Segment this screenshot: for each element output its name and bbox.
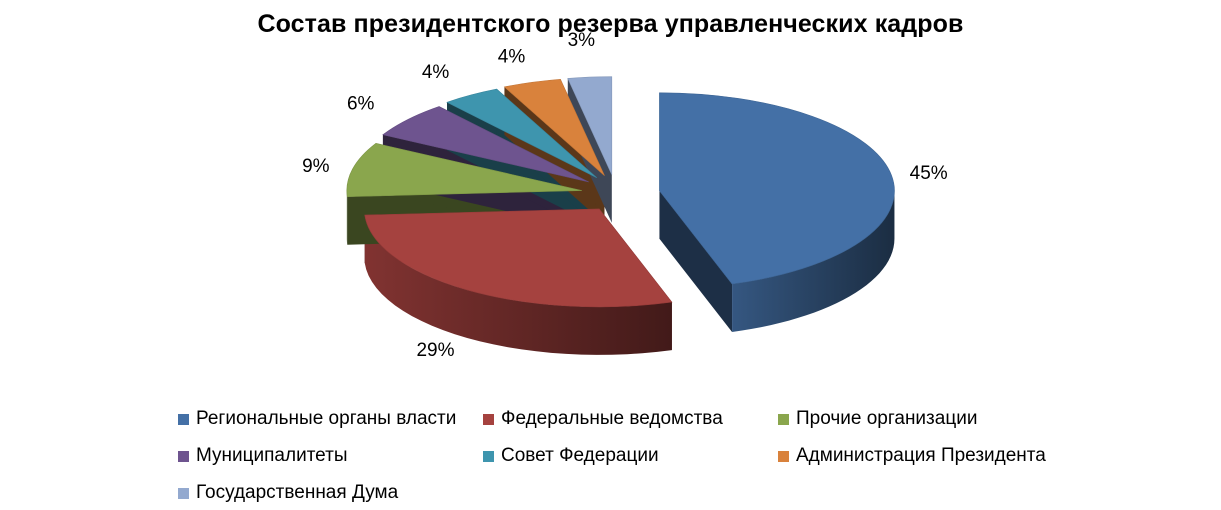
legend-item-федеральные-ведомства: Федеральные ведомства (483, 408, 723, 430)
pie-data-labels: 45% 29% 9% 6% 4% 4% 3% (302, 30, 948, 361)
pie-slice-государственная-дума (567, 76, 613, 175)
slice-side-федеральные-ведомства (364, 215, 672, 355)
legend-label: Федеральные ведомства (501, 408, 723, 429)
data-label-прочие-организации: 9% (302, 156, 330, 177)
legend-label: Региональные органы власти (196, 408, 457, 429)
legend-label: Муниципалитеты (196, 445, 348, 466)
legend-item-региональные-органы-власти: Региональные органы власти (178, 408, 456, 430)
data-label-государственная-дума: 3% (568, 30, 596, 51)
legend-label: Совет Федерации (501, 445, 659, 466)
data-label-муниципалитеты: 6% (347, 93, 375, 114)
data-label-администрация-президента: 4% (498, 46, 526, 67)
legend-label: Прочие организации (796, 408, 978, 429)
legend-swatch (178, 413, 189, 425)
legend-item-государственная-дума: Государственная Дума (178, 482, 398, 504)
legend-label: Администрация Президента (796, 445, 1046, 466)
legend-swatch (178, 450, 189, 462)
legend-swatch (778, 413, 789, 425)
legend-item-администрация-президента: Администрация Президента (778, 445, 1046, 467)
pie-slice-администрация-президента (503, 79, 605, 176)
legend-item-муниципалитеты: Муниципалитеты (178, 445, 347, 467)
pie-slice-совет-федерации (446, 88, 597, 179)
legend-label: Государственная Дума (196, 482, 399, 503)
pie-slice-региональные-органы-власти (659, 92, 895, 285)
legend-swatch (483, 450, 494, 462)
legend-item-прочие-организации: Прочие организации (778, 408, 977, 430)
data-label-совет-федерации: 4% (422, 62, 450, 83)
pie-slice-муниципалитеты (382, 106, 589, 183)
legend-item-совет-федерации: Совет Федерации (483, 445, 659, 467)
chart-title: Состав президентского резерва управленче… (257, 10, 964, 38)
slice-side-региональные-органы-власти (732, 190, 895, 332)
legend-swatch (778, 450, 789, 462)
data-label-федеральные-ведомства: 29% (416, 340, 454, 361)
pie-slices (346, 76, 895, 308)
pie-slice-федеральные-ведомства (364, 208, 673, 308)
legend-swatch (178, 487, 189, 499)
pie-chart: 45% 29% 9% 6% 4% 4% 3% (302, 30, 948, 361)
data-label-региональные-органы-власти: 45% (910, 163, 948, 184)
legend-swatch (483, 413, 494, 425)
pie-slice-прочие-организации (346, 143, 582, 198)
slice-wall-региональные-органы-власти-1 (659, 190, 733, 332)
